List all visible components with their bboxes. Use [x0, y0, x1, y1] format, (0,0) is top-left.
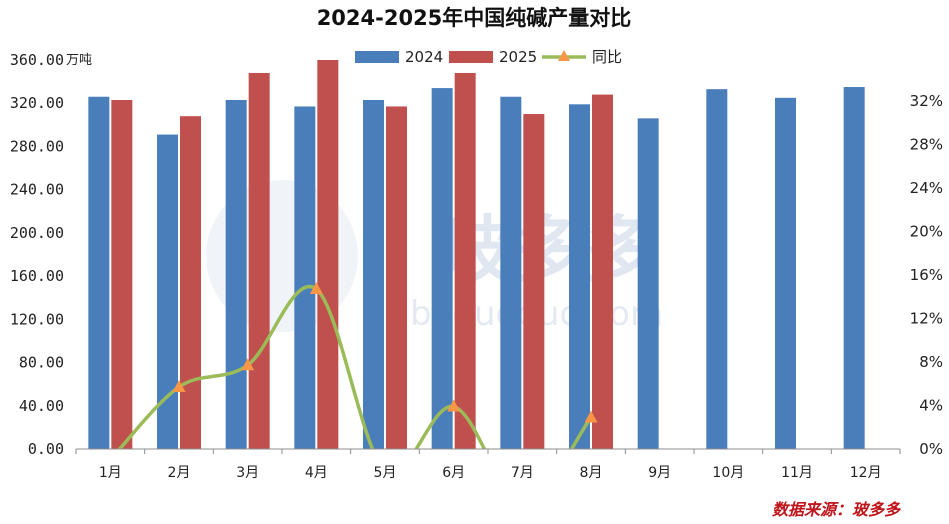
x-tick-label: 8月: [580, 465, 603, 481]
bar-2025: [592, 94, 613, 450]
y-axis-unit: 万吨: [66, 53, 92, 68]
legend-swatch: [355, 51, 399, 63]
bar-2025: [454, 72, 476, 449]
legend-label: 2025: [499, 48, 537, 66]
y2-tick-label: 28%: [910, 135, 943, 153]
y-tick-label: 320.00: [10, 94, 64, 112]
bar-2024: [500, 96, 522, 449]
x-axis: [75, 448, 901, 454]
bar-2025: [386, 106, 407, 449]
legend-swatch: [449, 51, 493, 63]
y-tick-label: 120.00: [10, 310, 64, 328]
yoy-line: [117, 282, 598, 449]
bar-2025: [523, 114, 545, 450]
bar-2024: [431, 88, 453, 449]
y-axis-left: 0.00 40.00 80.00 120.00 160.00 200.00 240.00 28…: [10, 51, 64, 458]
y-tick-label: 360.00: [10, 51, 64, 69]
y-tick-label: 160.00: [10, 267, 64, 285]
y-tick-label: 240.00: [10, 181, 64, 199]
y-tick-label: 80.00: [19, 354, 64, 372]
bar-2024: [637, 118, 659, 449]
bars: [88, 60, 865, 450]
bar-2024: [569, 104, 590, 449]
bar-2024: [706, 89, 728, 450]
source-note: 数据来源：玻多多: [772, 500, 902, 519]
x-tick-label: 6月: [442, 465, 465, 481]
bar-2024: [157, 134, 178, 449]
x-tick-label: 12月: [850, 465, 882, 481]
yoy-marker: [241, 358, 255, 371]
bar-2025: [317, 60, 339, 449]
x-axis-labels: 1月 2月 3月 4月 5月 6月 7月 8月 9月 10月 11月 12月: [99, 465, 882, 481]
bar-2024: [88, 96, 110, 449]
yoy-marker: [447, 399, 461, 412]
x-tick-label: 3月: [236, 465, 259, 481]
x-tick-label: 11月: [781, 465, 813, 481]
y2-tick-label: 12%: [910, 309, 943, 327]
bar-2025: [111, 99, 133, 449]
legend-label: 同比: [592, 48, 622, 66]
y-tick-label: 280.00: [10, 137, 64, 155]
bar-2024: [294, 106, 316, 449]
legend-label: 2024: [405, 48, 443, 66]
y2-tick-label: 32%: [910, 92, 943, 110]
y-tick-label: 0.00: [28, 440, 64, 458]
x-tick-label: 2月: [168, 465, 191, 481]
y-tick-label: 200.00: [10, 224, 64, 242]
yoy-marker: [584, 410, 598, 423]
y2-tick-label: 20%: [910, 222, 943, 240]
bar-2024: [363, 99, 384, 449]
y2-tick-label: 0%: [919, 440, 943, 458]
y2-tick-label: 16%: [910, 266, 943, 284]
x-tick-label: 4月: [305, 465, 328, 481]
legend: 2024 2025 同比: [355, 48, 622, 66]
yoy-marker: [309, 282, 323, 295]
bar-2024: [225, 99, 247, 449]
y-tick-label: 40.00: [19, 397, 64, 415]
yoy-line-path: [117, 284, 593, 449]
x-tick-label: 5月: [374, 465, 397, 481]
y-axis-right: 0% 4% 8% 12% 16% 20% 24% 28% 32%: [910, 92, 943, 458]
y2-tick-label: 4%: [919, 396, 943, 414]
bar-2024: [775, 97, 796, 449]
chart-title: 2024-2025年中国纯碱产量对比: [317, 6, 632, 30]
x-tick-label: 1月: [99, 465, 122, 481]
y2-tick-label: 8%: [919, 353, 943, 371]
x-tick-label: 9月: [648, 465, 671, 481]
legend-marker: [558, 50, 570, 61]
bar-2025: [180, 116, 201, 449]
x-tick-label: 7月: [511, 465, 534, 481]
bar-2024: [843, 87, 865, 449]
x-tick-label: 10月: [712, 465, 744, 481]
bar-2025: [248, 72, 270, 449]
yoy-marker: [172, 379, 186, 392]
y2-tick-label: 24%: [910, 179, 943, 197]
watermark-text: 玻多多: [440, 207, 656, 292]
